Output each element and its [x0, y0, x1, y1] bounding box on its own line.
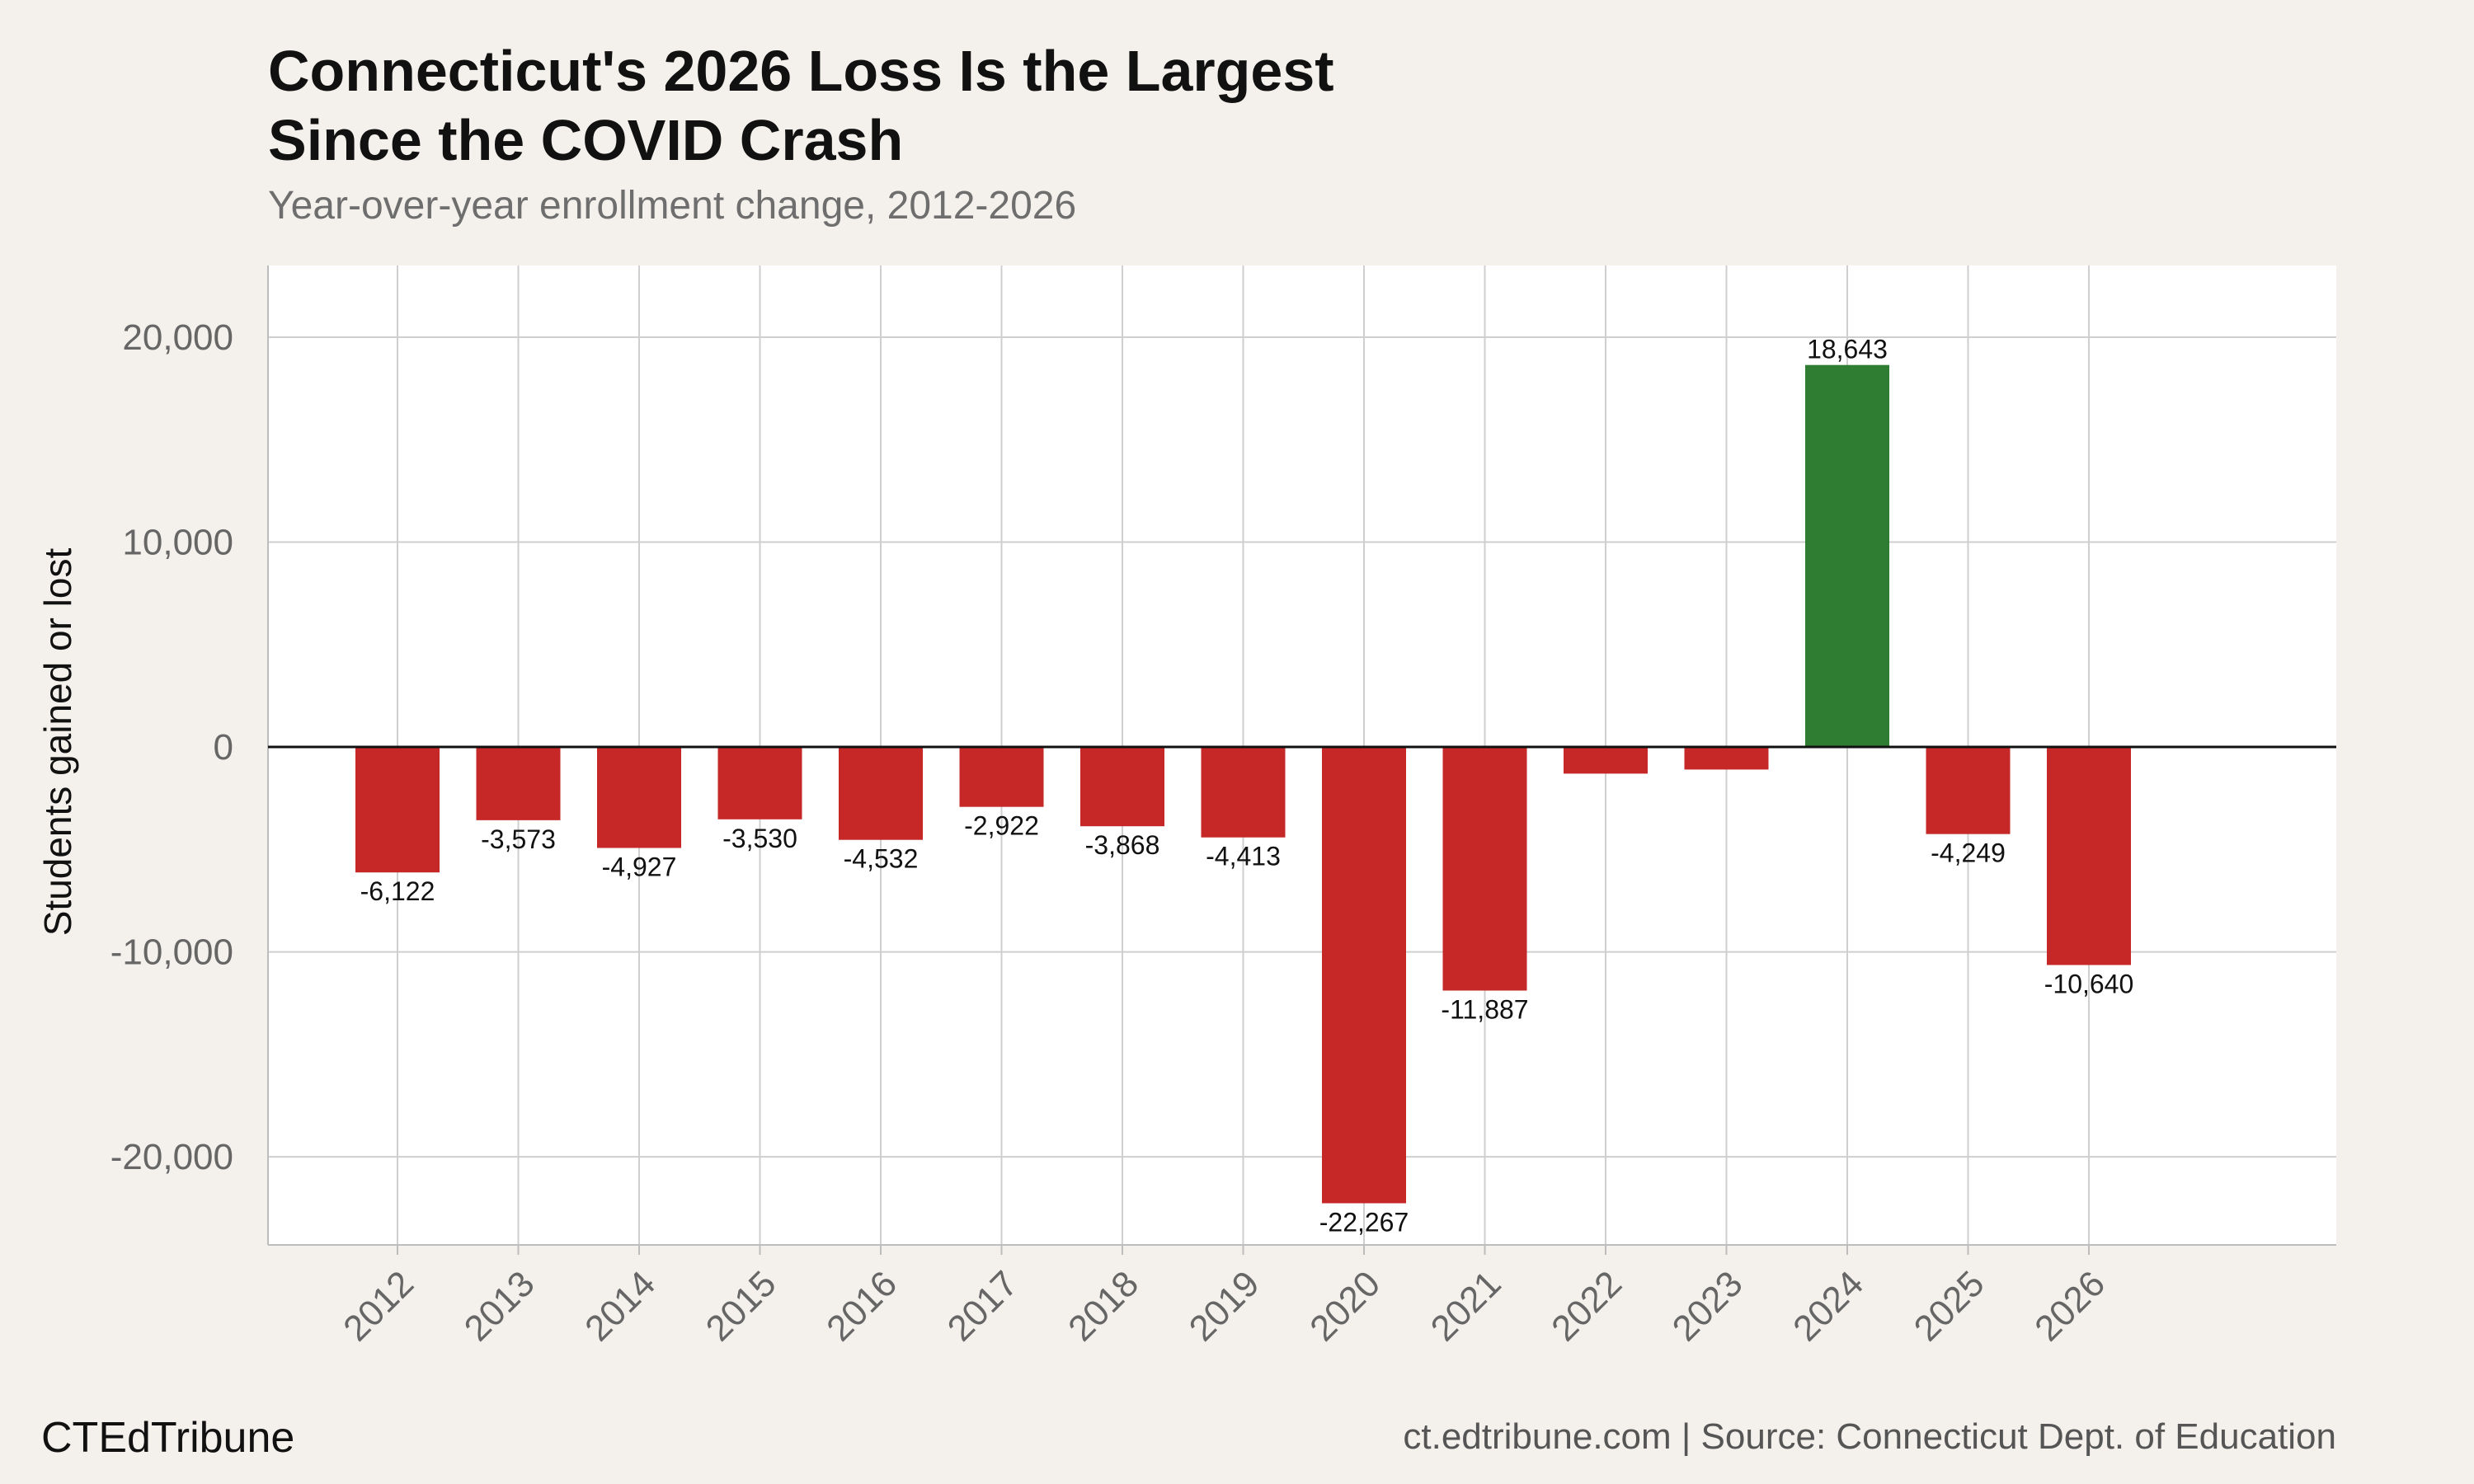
data-label: -10,640 — [2044, 970, 2134, 999]
bar-2026 — [2047, 747, 2131, 965]
bar-2018 — [1080, 747, 1164, 827]
data-label: -3,573 — [481, 824, 556, 854]
data-label: -4,249 — [1931, 838, 2006, 868]
x-tick-label: 2020 — [1302, 1263, 1388, 1349]
bar-2014 — [597, 747, 681, 848]
y-tick-label: 20,000 — [122, 317, 233, 358]
data-label: 18,643 — [1807, 335, 1888, 364]
x-tick-label: 2025 — [1907, 1263, 1992, 1349]
bar-2012 — [355, 747, 440, 873]
x-tick-label: 2022 — [1544, 1263, 1630, 1349]
plot-panel — [268, 265, 2336, 1245]
data-label: -2,922 — [964, 811, 1039, 841]
data-label: -4,413 — [1206, 842, 1281, 871]
x-tick-label: 2012 — [336, 1263, 421, 1349]
bar-2013 — [476, 747, 561, 820]
chart-subtitle: Year-over-year enrollment change, 2012-2… — [268, 184, 1077, 228]
brand-logo-text: CTEdTribune — [41, 1414, 295, 1462]
source-note: ct.edtribune.com | Source: Connecticut D… — [1403, 1416, 2336, 1457]
x-tick-label: 2015 — [698, 1263, 784, 1349]
chart-title: Connecticut's 2026 Loss Is the Largest S… — [268, 36, 1334, 175]
data-label: -3,530 — [722, 824, 797, 853]
x-tick-label: 2024 — [1785, 1263, 1871, 1349]
bar-2022 — [1564, 747, 1648, 774]
bar-2015 — [717, 747, 802, 819]
data-label: -11,887 — [1441, 994, 1528, 1024]
x-tick-label: 2014 — [577, 1263, 663, 1349]
x-tick-label: 2016 — [819, 1263, 905, 1349]
y-tick-label: 0 — [214, 727, 233, 768]
data-label: -4,927 — [602, 852, 677, 882]
bar-2019 — [1201, 747, 1286, 838]
x-tick-label: 2013 — [457, 1263, 543, 1349]
x-tick-label: 2019 — [1182, 1263, 1268, 1349]
data-label: -6,122 — [360, 876, 435, 906]
y-tick-label: -10,000 — [111, 932, 233, 973]
data-label: -3,868 — [1085, 830, 1160, 860]
data-label: -4,532 — [844, 844, 919, 874]
x-tick-label: 2021 — [1423, 1263, 1509, 1349]
bar-2024 — [1805, 364, 1889, 748]
data-label: -22,267 — [1319, 1207, 1409, 1237]
x-tick-label: 2023 — [1665, 1263, 1751, 1349]
chart-title-line-1: Connecticut's 2026 Loss Is the Largest — [268, 39, 1334, 103]
x-tick-label: 2018 — [1061, 1263, 1146, 1349]
bar-2021 — [1442, 747, 1527, 991]
bar-2016 — [839, 747, 923, 840]
y-tick-label: 10,000 — [122, 523, 233, 563]
bar-2023 — [1684, 747, 1769, 770]
chart-title-line-2: Since the COVID Crash — [268, 108, 904, 172]
bar-2025 — [1926, 747, 2011, 834]
y-tick-label: -20,000 — [111, 1137, 233, 1177]
bar-2017 — [959, 747, 1044, 807]
bar-2020 — [1322, 747, 1406, 1204]
x-tick-label: 2017 — [940, 1263, 1026, 1349]
x-tick-label: 2026 — [2027, 1263, 2113, 1349]
